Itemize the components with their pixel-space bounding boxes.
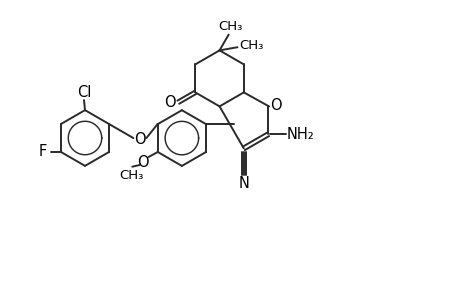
Text: CH₃: CH₃ — [239, 39, 263, 52]
Text: F: F — [39, 144, 47, 159]
Text: N: N — [238, 176, 249, 191]
Text: O: O — [134, 132, 146, 147]
Text: CH₃: CH₃ — [119, 169, 143, 182]
Text: Cl: Cl — [77, 85, 91, 100]
Text: O: O — [164, 95, 176, 110]
Text: O: O — [269, 98, 281, 113]
Text: O: O — [136, 154, 148, 169]
Text: NH₂: NH₂ — [286, 127, 313, 142]
Text: CH₃: CH₃ — [218, 20, 242, 33]
